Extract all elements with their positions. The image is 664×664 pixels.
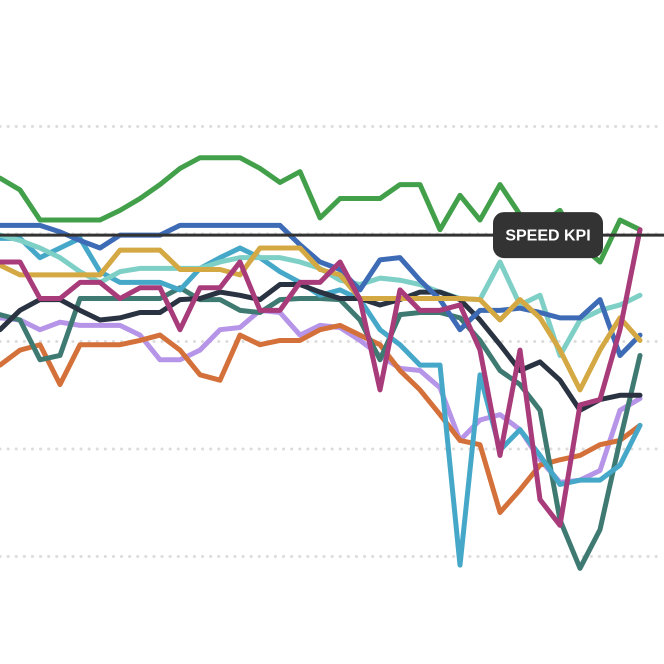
kpi-badge: SPEED KPI: [493, 212, 603, 259]
series-line: [0, 235, 643, 568]
series-line: [0, 227, 643, 528]
series-line: [0, 245, 643, 393]
kpi-label: SPEED KPI: [505, 227, 590, 244]
series-line: [0, 282, 643, 413]
kpi-badge-bg: [493, 212, 603, 259]
series-line: [0, 285, 643, 571]
series-line: [0, 322, 643, 515]
series-line: [0, 307, 643, 485]
